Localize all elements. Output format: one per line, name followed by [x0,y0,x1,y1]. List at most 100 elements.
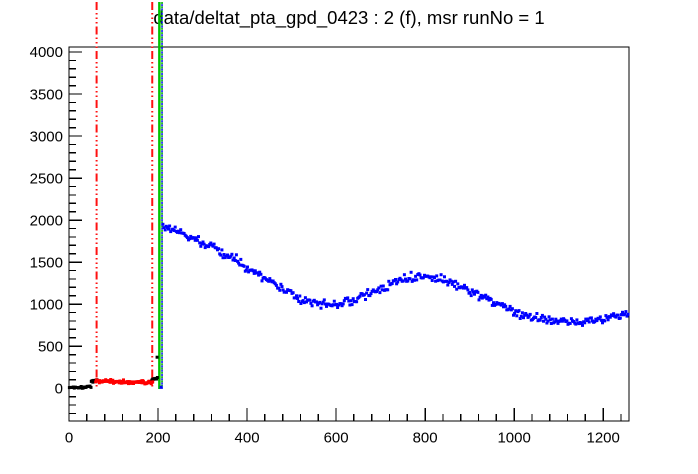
muon-decay-histogram-point [362,293,366,297]
muon-decay-histogram-point [461,286,465,290]
plot-frame [68,46,630,422]
muon-decay-histogram-point [237,261,241,265]
muon-decay-histogram-point [163,228,167,232]
muon-decay-histogram-point [626,312,630,316]
y-tick-label: 3000 [30,128,63,145]
muon-decay-histogram-point [549,322,553,325]
background-window-data-point [151,380,155,384]
muon-decay-histogram-point [421,276,425,280]
muon-decay-histogram-point [161,222,165,226]
y-tick-label: 2000 [30,212,63,229]
muon-decay-histogram-point [579,321,583,325]
muon-decay-histogram-point [347,299,351,303]
muon-decay-histogram-point [340,304,344,308]
background-window-data-point [122,378,125,382]
muon-decay-histogram-point [406,279,410,283]
muon-decay-histogram-point [346,296,350,300]
muon-decay-histogram-point [167,227,170,231]
muon-decay-histogram-point [581,323,584,327]
muon-decay-histogram-point [572,320,576,323]
muon-decay-histogram-point [335,302,338,306]
muon-decay-histogram-point [256,271,259,275]
muon-decay-histogram-point [527,314,531,318]
muon-decay-histogram-point [446,283,450,287]
muon-decay-histogram-point [468,291,472,294]
x-tick-label: 200 [146,430,171,447]
muon-decay-histogram-point [605,315,609,319]
x-tick-label: 400 [235,430,260,447]
muon-decay-histogram-point [219,253,223,257]
muon-decay-histogram-point [194,236,198,240]
muon-decay-histogram-point [486,295,490,299]
muon-decay-histogram-point [244,268,248,272]
y-axis: 0 500 1000 1500 2000 2500 3000 3500 4000 [30,44,82,415]
muon-decay-histogram-point [299,302,303,305]
muon-decay-histogram-point [211,244,215,248]
muon-decay-histogram-point [203,246,207,250]
muon-decay-histogram-point [387,279,391,283]
muon-decay-histogram-point [612,312,616,316]
x-tick-label: 800 [413,430,438,447]
muon-decay-histogram-point [477,298,481,302]
muon-decay-histogram-point [202,242,206,246]
muon-decay-histogram-point [565,319,569,323]
muon-decay-histogram-point [502,305,505,309]
muon-decay-histogram-point [439,273,443,277]
muon-decay-histogram-point [624,310,628,314]
muon-decay-histogram-point [238,263,242,267]
muon-decay-histogram-point [524,312,528,315]
muon-decay-histogram-point [618,316,622,320]
muon-decay-histogram-point [350,303,354,307]
muon-decay-histogram-point [430,279,434,282]
raw-histogram-pre-t0-point [89,385,93,389]
muon-decay-histogram-point [342,299,346,303]
y-tick-label: 0 [55,380,63,397]
muon-decay-histogram-point [280,285,284,289]
muon-decay-histogram-point [310,304,314,308]
muon-decay-histogram-point [257,273,261,277]
muon-decay-histogram-point [601,321,604,325]
muon-decay-histogram-point [543,315,547,319]
muon-decay-histogram-point [268,277,272,281]
muon-decay-histogram-point [441,280,445,284]
muon-decay-histogram-point [179,228,183,232]
muon-decay-histogram-point [302,301,306,305]
background-window-data-point [109,378,113,381]
muon-decay-histogram-point [212,242,216,246]
plot-title: data/deltat_pta_gpd_0423 : 2 (f), msr ru… [153,7,544,29]
x-tick-label: 1200 [586,430,619,447]
y-tick-label: 4000 [30,44,63,61]
muon-decay-histogram-point [587,320,591,324]
muon-decay-histogram-point [560,319,564,323]
muon-decay-histogram-point [485,297,489,301]
muon-decay-histogram-point [309,301,313,305]
muon-decay-histogram-point [355,300,359,304]
muon-decay-histogram-point [368,294,372,298]
muon-decay-histogram-point [380,288,384,292]
muon-decay-histogram-point [195,238,199,242]
muon-decay-histogram-point [198,241,202,245]
raw-histogram-pre-t0-point [155,355,159,359]
muon-decay-histogram-point [231,258,235,262]
muon-decay-histogram-point [232,256,236,260]
muon-decay-histogram-point [229,254,233,258]
muon-decay-histogram-point [480,296,484,300]
muon-decay-histogram-point [242,264,246,268]
muon-decay-histogram-point [443,275,446,279]
muon-decay-histogram-point [523,313,527,317]
muon-decay-histogram-point [378,291,382,295]
muon-decay-histogram-point [455,287,459,291]
muon-decay-histogram-point [478,295,482,299]
muon-decay-histogram-point [568,321,572,325]
muon-decay-histogram-point [271,279,275,283]
muon-decay-histogram-point [217,247,221,251]
muon-decay-histogram-point [323,302,327,306]
muon-decay-histogram-point [332,299,336,303]
muon-decay-histogram-point [192,236,196,240]
muon-decay-histogram-point [550,317,554,321]
raw-histogram-pre-t0-point [79,385,83,388]
muon-decay-histogram-point [489,297,493,301]
muon-decay-histogram-point [349,299,353,303]
muon-decay-histogram-point [201,240,205,244]
muon-decay-histogram-point [169,230,173,234]
